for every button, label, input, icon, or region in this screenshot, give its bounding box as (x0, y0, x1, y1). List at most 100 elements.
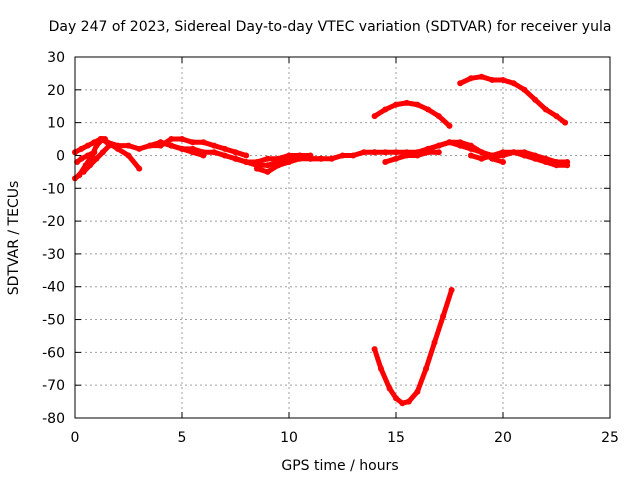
data-point (425, 145, 432, 152)
data-point (386, 385, 393, 392)
data-point (564, 162, 571, 169)
data-point (157, 139, 164, 146)
y-tick-label: -10 (42, 181, 65, 197)
data-point (553, 113, 560, 120)
data-point (350, 152, 357, 159)
data-point (521, 152, 528, 159)
data-point (232, 149, 239, 156)
data-point (99, 149, 106, 156)
data-point (91, 149, 98, 156)
x-tick-label: 5 (178, 430, 187, 446)
data-point (146, 142, 153, 149)
data-point (414, 152, 421, 159)
series-track-16 (468, 149, 570, 168)
data-point (382, 159, 389, 165)
data-point (328, 155, 335, 162)
data-point (467, 75, 474, 82)
data-point (78, 145, 85, 152)
data-point (307, 155, 314, 162)
data-point (382, 106, 389, 113)
x-tick-label: 0 (71, 430, 80, 446)
data-point (478, 149, 485, 156)
data-point (467, 142, 474, 149)
data-point (371, 113, 378, 120)
y-tick-label: -30 (42, 247, 65, 263)
data-point (125, 142, 132, 149)
data-point (478, 155, 485, 162)
data-point (91, 139, 98, 146)
grid-layer (75, 57, 610, 418)
data-point (264, 155, 271, 162)
data-point (221, 145, 228, 152)
data-point (189, 145, 196, 152)
data-point (553, 162, 560, 169)
data-point (435, 113, 442, 120)
chart-title: Day 247 of 2023, Sidereal Day-to-day VTE… (49, 19, 612, 35)
data-point (500, 159, 506, 165)
series-track-17 (372, 287, 455, 406)
y-tick-label: 20 (47, 83, 65, 99)
data-point (232, 155, 239, 162)
data-point (93, 155, 100, 162)
data-point (393, 395, 399, 402)
data-point (425, 106, 432, 113)
plot-frame (74, 56, 611, 419)
data-point (179, 145, 185, 152)
data-point (403, 152, 410, 159)
data-point (179, 136, 185, 142)
data-point (114, 142, 121, 149)
tick-layer: 0 5 10 15 20 25 -80 -70 -60 -50 -40 -30 -20 -10 0 10 20 3… (42, 50, 619, 446)
data-point (87, 162, 93, 169)
data-point (448, 287, 455, 293)
data-point (542, 106, 549, 113)
data-point (423, 365, 429, 372)
data-point (84, 152, 91, 159)
data-point (78, 155, 85, 162)
y-tick-label: -80 (42, 411, 65, 427)
data-point (393, 155, 399, 162)
data-point (457, 80, 464, 87)
x-tick-label: 10 (280, 430, 298, 446)
data-point (243, 152, 250, 159)
data-point (125, 152, 132, 159)
data-point (253, 165, 260, 172)
y-tick-label: -70 (42, 378, 65, 394)
data-point (168, 136, 175, 142)
data-point (189, 139, 196, 146)
data-point (318, 155, 325, 162)
data-point (339, 152, 346, 159)
data-point (264, 162, 271, 169)
data-point (446, 139, 453, 146)
data-point (104, 139, 111, 146)
data-point (457, 139, 464, 146)
data-point (500, 149, 506, 156)
data-point (378, 365, 384, 372)
data-point (510, 149, 517, 156)
data-point (371, 346, 378, 353)
data-point (76, 172, 83, 179)
data-point (221, 152, 228, 159)
data-point (136, 145, 143, 152)
data-point (168, 142, 175, 149)
data-point (243, 159, 250, 165)
y-tick-label: -60 (42, 345, 65, 361)
data-point (296, 155, 303, 162)
y-tick-label: 10 (47, 116, 65, 132)
x-tick-label: 25 (601, 430, 619, 446)
data-point (393, 149, 399, 156)
data-point (440, 313, 447, 320)
data-point (211, 142, 218, 149)
data-point (532, 155, 539, 162)
data-point (542, 159, 549, 165)
data-point (435, 142, 442, 149)
data-point (211, 149, 218, 156)
data-point (74, 159, 81, 165)
y-tick-label: -50 (42, 313, 65, 329)
data-point (478, 73, 485, 80)
y-axis-label: SDTVAR / TECUs (6, 181, 22, 296)
data-point (521, 86, 528, 93)
data-point (414, 101, 421, 108)
data-point (489, 77, 496, 83)
data-point (562, 119, 569, 126)
